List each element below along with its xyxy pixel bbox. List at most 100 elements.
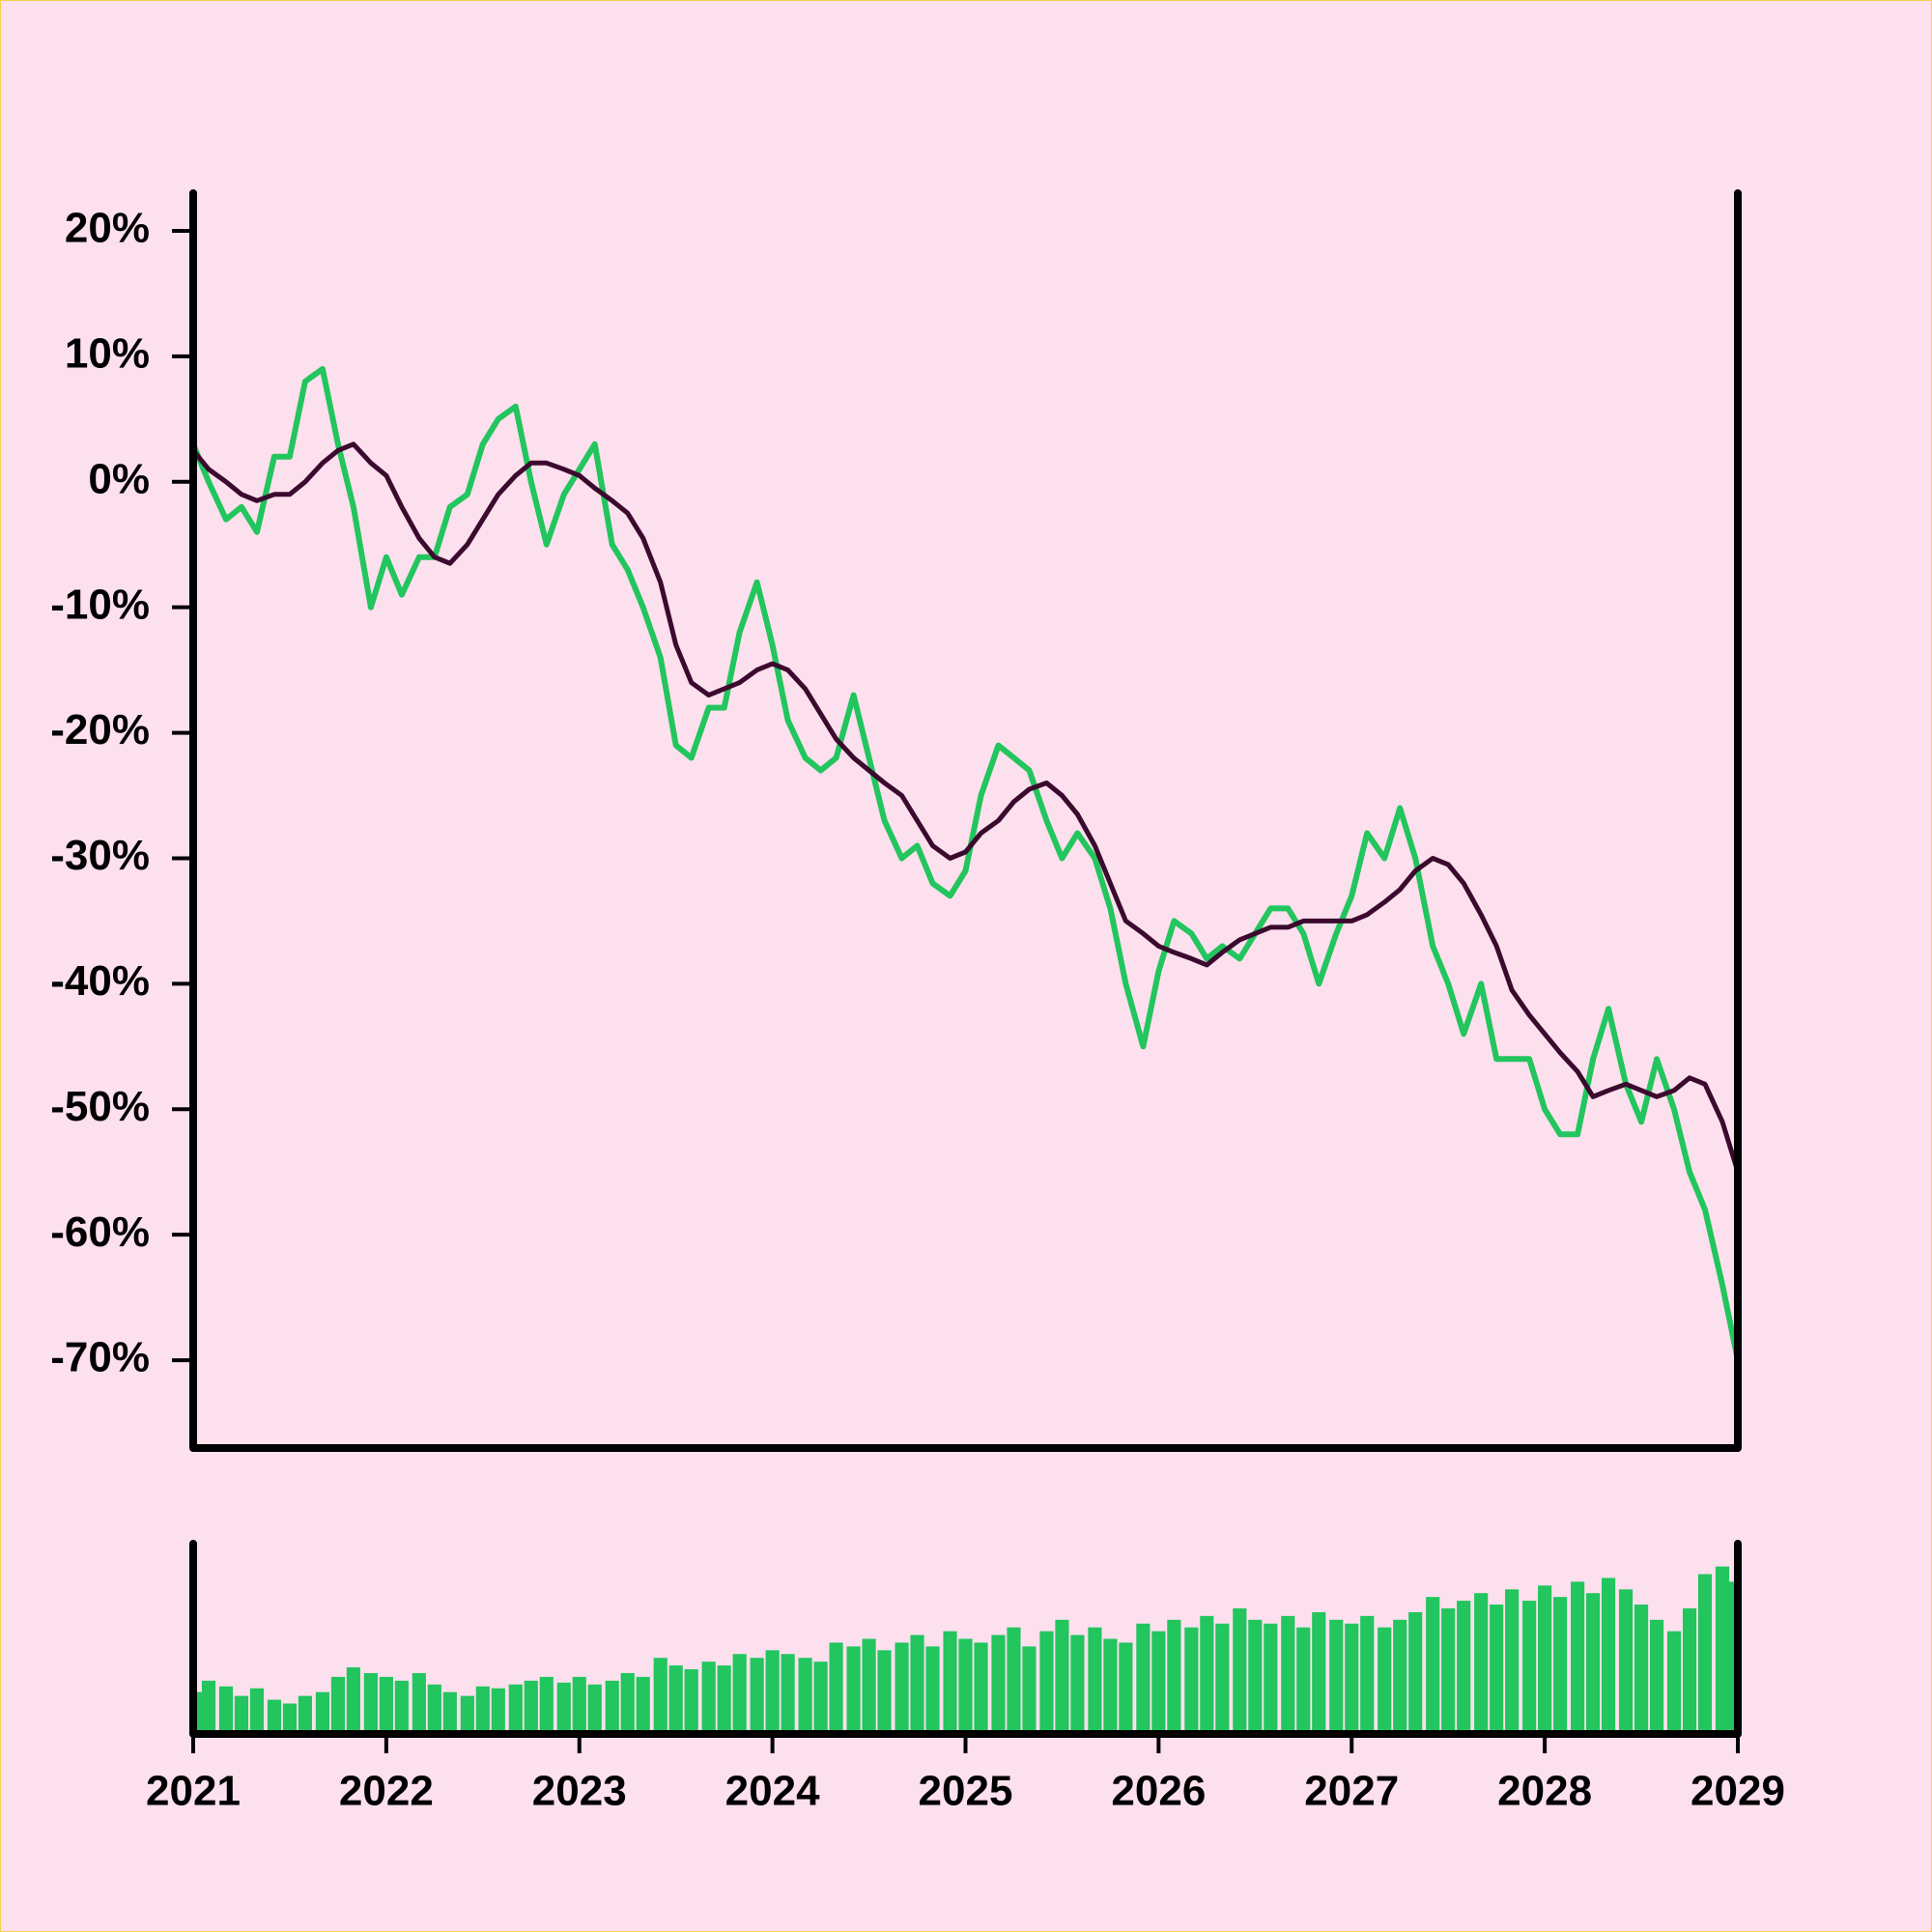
volume-bar — [1215, 1623, 1230, 1734]
volume-bar — [1103, 1638, 1118, 1734]
x-tick-label: 2027 — [1304, 1768, 1399, 1815]
y-tick-label: -20% — [50, 706, 150, 753]
volume-bar — [1055, 1619, 1069, 1734]
x-tick-label: 2024 — [725, 1768, 820, 1815]
volume-bar — [1505, 1589, 1520, 1734]
volume-bar — [974, 1642, 988, 1734]
volume-bar — [587, 1684, 602, 1734]
volume-bar — [1586, 1593, 1601, 1734]
y-tick-label: -30% — [50, 832, 150, 879]
volume-bar — [412, 1672, 426, 1734]
volume-bar — [491, 1688, 505, 1734]
x-tick-label: 2028 — [1497, 1768, 1592, 1815]
x-tick-label: 2026 — [1111, 1768, 1206, 1815]
volume-bar — [298, 1695, 313, 1734]
volume-bar — [346, 1667, 360, 1734]
volume-bar — [1571, 1581, 1585, 1734]
volume-bar — [910, 1634, 924, 1734]
x-tick-label: 2029 — [1690, 1768, 1785, 1815]
volume-bar — [862, 1638, 876, 1734]
volume-bar — [653, 1658, 668, 1734]
volume-bar — [475, 1686, 490, 1734]
volume-bar — [1022, 1646, 1037, 1734]
volume-bar — [1441, 1607, 1456, 1734]
volume-bar — [508, 1684, 523, 1734]
volume-bar — [1666, 1631, 1682, 1734]
volume-bar — [1618, 1589, 1634, 1734]
volume-bar — [556, 1682, 571, 1734]
y-tick-label: -60% — [50, 1208, 150, 1256]
volume-bar — [330, 1676, 345, 1734]
volume-bar — [684, 1669, 698, 1734]
volume-bar — [1167, 1619, 1181, 1734]
volume-bar — [846, 1646, 861, 1734]
volume-bar — [1457, 1601, 1471, 1734]
volume-bar — [1200, 1615, 1214, 1734]
y-tick-label: 20% — [65, 205, 150, 252]
volume-bar — [1136, 1623, 1151, 1734]
volume-bar — [267, 1699, 282, 1734]
volume-bar — [668, 1665, 683, 1734]
volume-bar — [460, 1695, 474, 1734]
x-tick-label: 2022 — [339, 1768, 434, 1815]
volume-bar — [620, 1672, 635, 1734]
y-tick-label: -40% — [50, 957, 150, 1005]
volume-bar — [249, 1688, 265, 1734]
y-tick-label: 10% — [65, 329, 150, 377]
volume-bar — [877, 1650, 892, 1734]
volume-bar — [1312, 1611, 1326, 1734]
volume-bar — [732, 1654, 747, 1734]
volume-bar — [1697, 1574, 1713, 1734]
volume-bar — [1329, 1619, 1344, 1734]
volume-bar — [1360, 1615, 1375, 1734]
volume-bar — [895, 1642, 909, 1734]
volume-bar — [1490, 1605, 1504, 1734]
volume-bar — [943, 1631, 957, 1734]
volume-bar — [1602, 1577, 1616, 1734]
volume-bar — [1345, 1623, 1359, 1734]
volume-bar — [636, 1676, 650, 1734]
volume-bar — [1393, 1619, 1407, 1734]
volume-bar — [442, 1691, 457, 1734]
volume-bar — [1474, 1593, 1489, 1734]
volume-bar — [958, 1638, 973, 1734]
volume-bar — [1522, 1601, 1537, 1734]
volume-bar — [201, 1680, 216, 1734]
volume-bar — [813, 1662, 828, 1734]
volume-bar — [925, 1646, 940, 1734]
volume-bar — [1634, 1605, 1649, 1734]
volume-bar — [1039, 1631, 1054, 1734]
x-tick-label: 2023 — [532, 1768, 627, 1815]
volume-bar — [717, 1665, 731, 1734]
volume-bar — [1553, 1597, 1568, 1734]
volume-bar — [282, 1703, 298, 1734]
series-line — [190, 365, 1741, 1361]
volume-bar — [605, 1680, 619, 1734]
volume-bar — [524, 1680, 538, 1734]
volume-bar — [765, 1650, 780, 1734]
volume-bar — [363, 1672, 378, 1734]
volume-bar — [1682, 1607, 1697, 1734]
volume-bar — [1281, 1615, 1295, 1734]
volume-bar — [1248, 1619, 1263, 1734]
volume-bar — [1408, 1611, 1423, 1734]
volume-bar — [1538, 1585, 1552, 1734]
volume-bar — [1378, 1627, 1392, 1734]
volume-bar — [427, 1684, 441, 1734]
volume-bar — [315, 1691, 329, 1734]
volume-bar — [1649, 1619, 1664, 1734]
volume-bar — [1070, 1634, 1085, 1734]
volume-bar — [1426, 1597, 1440, 1734]
volume-bar — [1119, 1642, 1133, 1734]
volume-bar — [1151, 1631, 1166, 1734]
volume-bar — [1296, 1627, 1311, 1734]
volume-bar — [1264, 1623, 1278, 1734]
volume-bar — [234, 1695, 249, 1734]
y-tick-label: -70% — [50, 1334, 150, 1381]
volume-bar — [379, 1676, 393, 1734]
volume-bar — [798, 1658, 812, 1734]
volume-bar — [1007, 1627, 1021, 1734]
volume-bar — [750, 1658, 764, 1734]
volume-frame — [189, 1540, 1742, 1738]
